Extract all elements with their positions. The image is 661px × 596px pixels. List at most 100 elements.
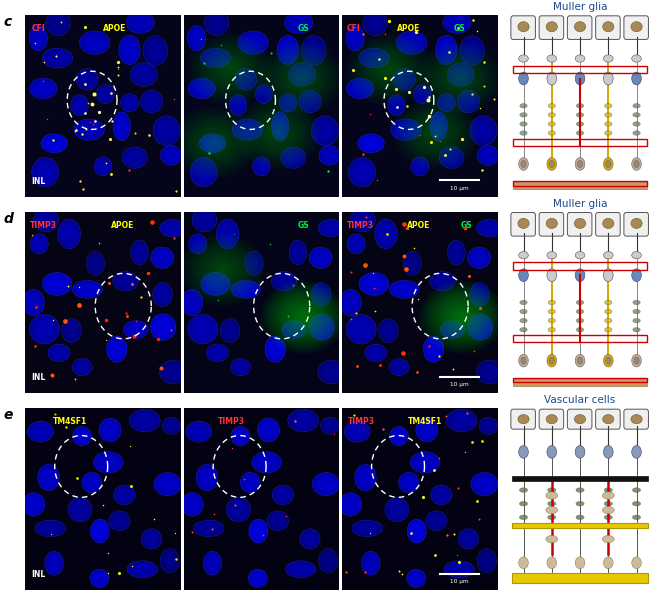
Ellipse shape [633,327,641,332]
Ellipse shape [74,98,85,112]
Ellipse shape [147,41,163,60]
Ellipse shape [26,497,41,512]
Ellipse shape [145,532,158,545]
Ellipse shape [72,502,88,518]
Text: CFI: CFI [346,24,360,33]
Ellipse shape [434,275,451,288]
Ellipse shape [38,212,54,228]
Ellipse shape [471,473,498,496]
Text: APOE: APOE [103,24,126,33]
Ellipse shape [415,455,435,469]
Ellipse shape [318,361,345,384]
Ellipse shape [603,21,614,32]
Text: c: c [3,15,11,29]
Ellipse shape [520,309,527,314]
Ellipse shape [79,123,99,136]
Ellipse shape [605,160,611,167]
Ellipse shape [303,532,317,545]
Ellipse shape [78,284,97,295]
Text: TM4SF1: TM4SF1 [53,417,87,426]
Ellipse shape [393,362,406,372]
Ellipse shape [346,315,376,344]
Ellipse shape [407,519,426,543]
Ellipse shape [364,277,383,291]
Ellipse shape [576,515,584,520]
Ellipse shape [548,122,555,126]
Ellipse shape [470,283,489,306]
Ellipse shape [603,415,614,424]
Ellipse shape [434,488,448,501]
Ellipse shape [196,464,217,491]
Ellipse shape [258,88,270,100]
Ellipse shape [52,347,66,359]
Ellipse shape [106,336,127,362]
Ellipse shape [520,488,527,492]
Ellipse shape [131,15,149,30]
Ellipse shape [547,157,557,170]
Ellipse shape [355,212,371,228]
Ellipse shape [164,149,178,162]
Ellipse shape [472,318,488,336]
Ellipse shape [194,520,224,536]
Ellipse shape [433,117,444,135]
Ellipse shape [521,160,526,167]
Ellipse shape [108,511,130,530]
Ellipse shape [268,340,282,358]
Ellipse shape [358,469,372,486]
Ellipse shape [206,277,225,291]
Ellipse shape [249,519,268,543]
Ellipse shape [547,72,557,85]
Text: APOE: APOE [407,221,431,229]
Ellipse shape [548,309,555,314]
Ellipse shape [151,247,174,268]
Ellipse shape [32,425,49,439]
Ellipse shape [71,95,89,116]
Ellipse shape [391,98,402,112]
Ellipse shape [347,234,365,254]
Ellipse shape [407,256,418,271]
Ellipse shape [430,514,444,527]
Ellipse shape [94,157,112,176]
Ellipse shape [518,415,529,424]
Ellipse shape [309,247,332,268]
Ellipse shape [209,15,225,31]
Ellipse shape [186,421,212,442]
Ellipse shape [190,157,217,187]
Ellipse shape [315,287,327,302]
Ellipse shape [231,359,251,375]
Ellipse shape [416,418,438,442]
Ellipse shape [220,319,240,343]
Ellipse shape [548,327,555,332]
Ellipse shape [162,417,180,434]
Ellipse shape [349,30,361,46]
Ellipse shape [126,12,154,33]
Ellipse shape [293,414,313,428]
Ellipse shape [32,30,44,46]
Ellipse shape [519,269,528,281]
Ellipse shape [252,452,282,473]
Ellipse shape [548,488,556,492]
Ellipse shape [154,473,181,496]
Ellipse shape [48,555,60,571]
Ellipse shape [574,21,586,32]
Ellipse shape [369,347,383,359]
Text: 10 μm: 10 μm [450,186,469,191]
Ellipse shape [257,455,276,469]
Ellipse shape [35,520,65,536]
Ellipse shape [359,48,389,68]
Ellipse shape [352,319,371,339]
Ellipse shape [30,234,48,254]
Ellipse shape [397,72,411,86]
Ellipse shape [576,488,584,492]
Ellipse shape [165,420,177,432]
Ellipse shape [575,557,585,569]
Ellipse shape [448,15,466,30]
Text: Muller glia: Muller glia [553,2,607,12]
Ellipse shape [546,218,557,228]
Ellipse shape [100,88,111,100]
Ellipse shape [365,344,387,362]
Ellipse shape [604,501,612,506]
Ellipse shape [288,409,319,432]
Ellipse shape [277,35,299,64]
Ellipse shape [73,427,91,446]
